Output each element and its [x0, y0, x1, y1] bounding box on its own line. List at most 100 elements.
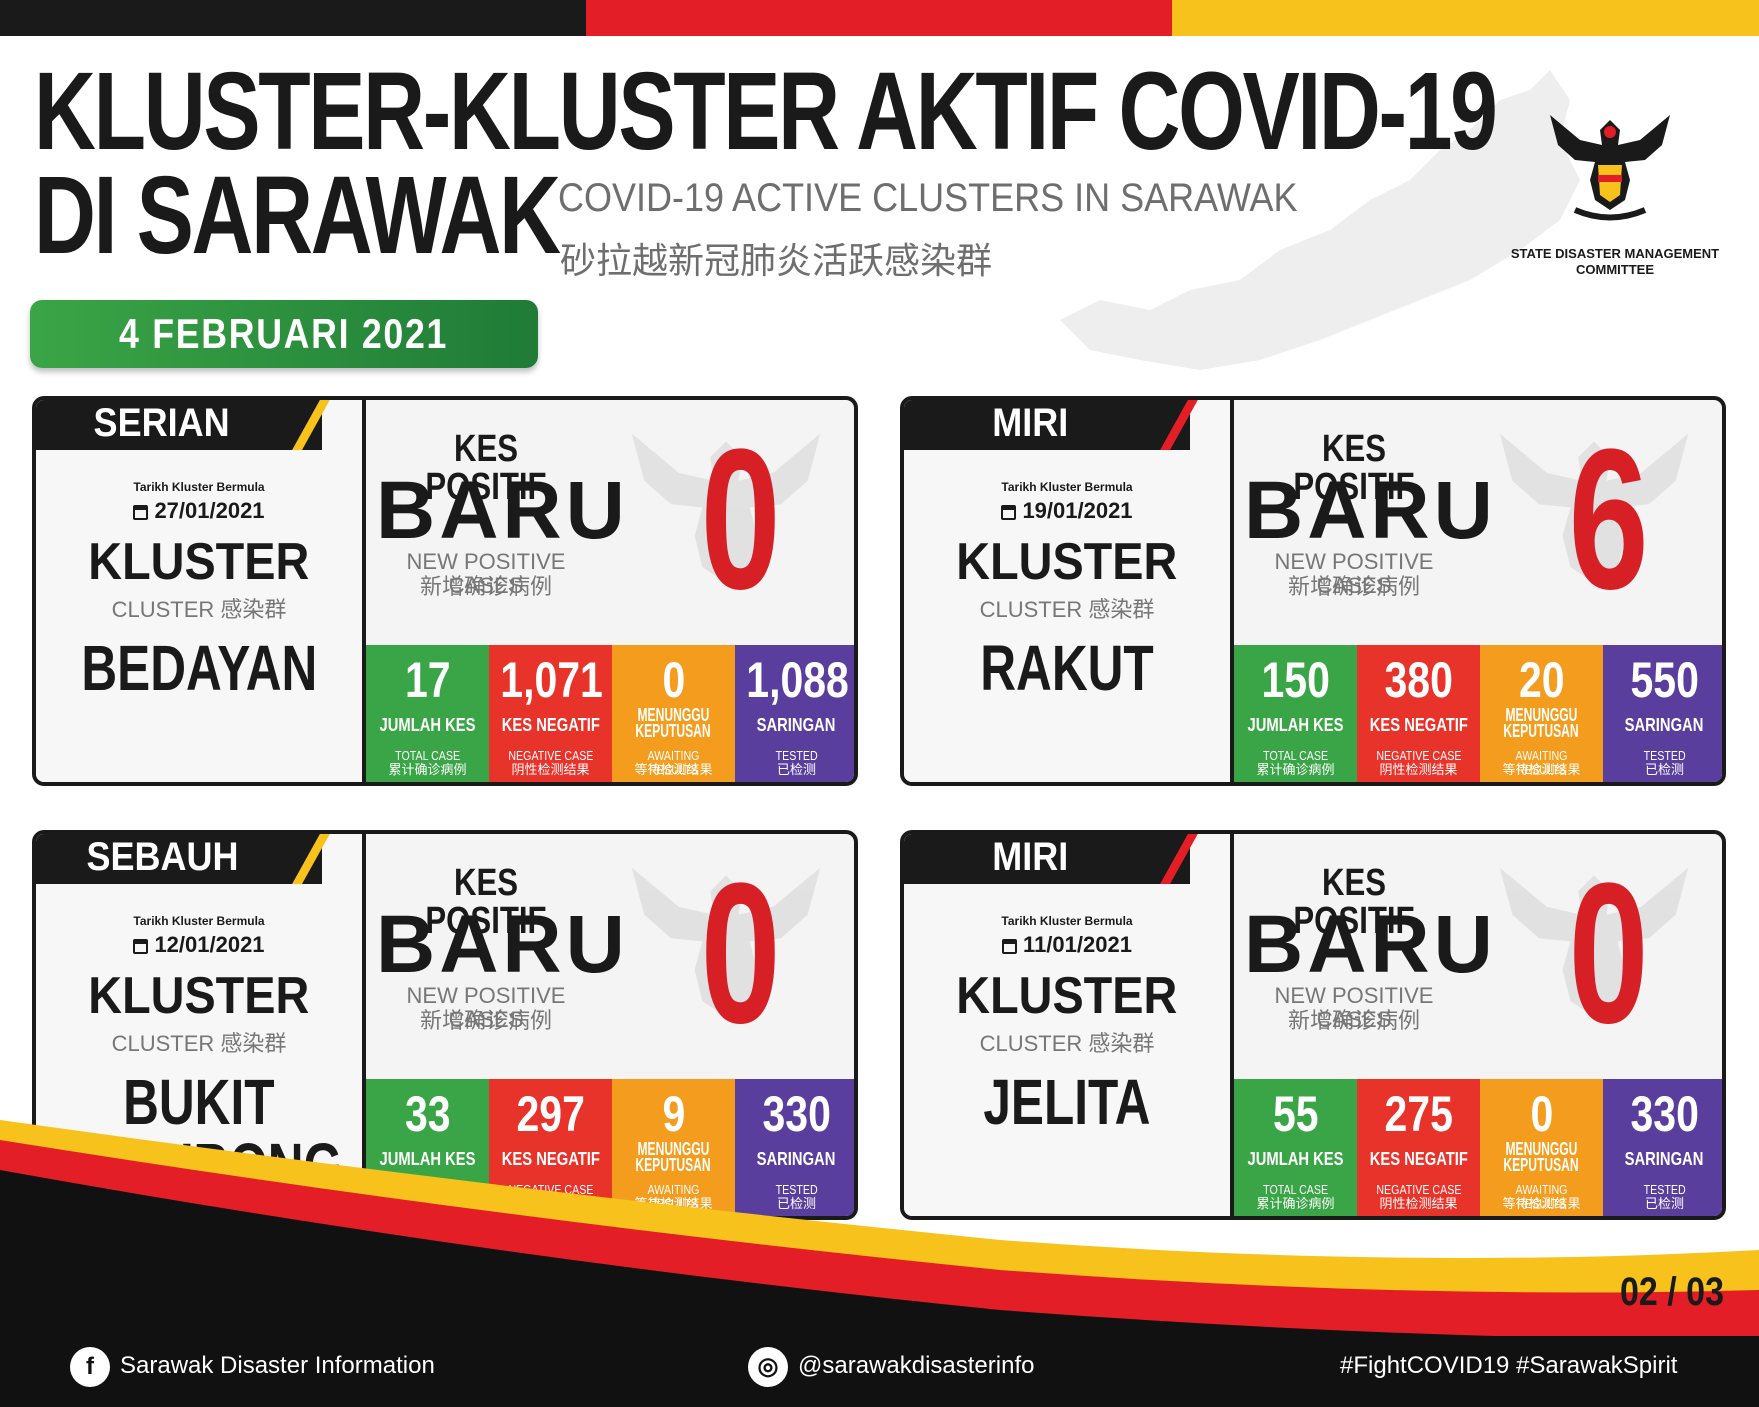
district-name: SERIAN	[93, 401, 231, 445]
emblem-watermark	[631, 867, 821, 1017]
committee-name: STATE DISASTER MANAGEMENT COMMITTEE	[1510, 246, 1720, 277]
kes-positif-label: KES POSITIF	[1293, 428, 1415, 508]
kluster-heading: KLUSTER	[88, 533, 310, 591]
district-name: MIRI	[992, 835, 1068, 879]
calendar-icon	[1001, 505, 1017, 520]
kluster-heading: KLUSTER	[88, 967, 310, 1025]
stat-tested: 550 SARINGAN TESTED 已检测	[1603, 645, 1722, 782]
facebook-link[interactable]: f Sarawak Disaster Information	[70, 1344, 435, 1388]
stat-total-case: 55 JUMLAH KES TOTAL CASE 累计确诊病例	[1234, 1079, 1357, 1216]
new-cases-count: 0	[1568, 842, 1650, 1065]
cluster-card: SERIAN Tarikh Kluster Bermula 27/01/2021 KL…	[32, 396, 858, 786]
stat-tested: 330 SARINGAN TESTED 已检测	[735, 1079, 854, 1216]
start-date-label: Tarikh Kluster Bermula	[133, 914, 265, 928]
stat-awaiting-results: 0 MENUNGGU KEPUTUSAN AWAITING RESULTS 等待检测结果	[612, 645, 735, 782]
baru-label: BARU	[1244, 899, 1497, 990]
new-cases-count: 0	[700, 408, 782, 631]
baru-label: BARU	[1244, 465, 1497, 556]
subtitle-english: COVID-19 ACTIVE CLUSTERS IN SARAWAK	[558, 176, 1298, 220]
card-divider	[362, 834, 366, 1216]
kes-positif-label: KES POSITIF	[425, 428, 547, 508]
tab-stripe	[292, 834, 330, 884]
new-cases-panel: KES POSITIF BARU NEW POSITIVE CASES 新增确诊病例 0	[1234, 834, 1722, 1079]
card-divider	[362, 400, 366, 782]
district-name: SEBAUH	[85, 835, 239, 879]
new-positive-zh: 新增确诊病例	[419, 1008, 552, 1033]
new-cases-count: 6	[1568, 408, 1650, 631]
kluster-subheading: CLUSTER 感染群	[111, 1031, 287, 1056]
stat-tested: 330 SARINGAN TESTED 已检测	[1603, 1079, 1722, 1216]
instagram-icon: ◎	[748, 1346, 788, 1387]
stat-negative-case: 380 KES NEGATIF NEGATIVE CASE 阴性检测结果	[1357, 645, 1480, 782]
new-cases-count: 0	[700, 842, 782, 1065]
new-positive-en: NEW POSITIVE CASES	[1274, 549, 1434, 598]
footer-bar	[0, 1336, 1759, 1407]
calendar-icon	[133, 505, 149, 520]
start-date: 19/01/2021	[904, 498, 1230, 524]
title-line-1: KLUSTER-KLUSTER AKTIF COVID-19	[34, 50, 1498, 173]
new-positive-en: NEW POSITIVE CASES	[1274, 983, 1434, 1032]
stat-total-case: 17 JUMLAH KES TOTAL CASE 累计确诊病例	[366, 645, 489, 782]
subtitle-chinese: 砂拉越新冠肺炎活跃感染群	[560, 240, 993, 281]
cluster-name: BEDAYAN	[81, 632, 317, 704]
new-positive-en: NEW POSITIVE CASES	[406, 549, 566, 598]
cluster-card: MIRI Tarikh Kluster Bermula 19/01/2021 KLUS…	[900, 396, 1726, 786]
stat-negative-case: 1,071 KES NEGATIF NEGATIVE CASE 阴性检测结果	[489, 645, 612, 782]
cluster-name: JELITA	[983, 1066, 1151, 1138]
start-date: 12/01/2021	[36, 932, 362, 958]
district-tab: SEBAUH	[36, 834, 330, 884]
kluster-subheading: CLUSTER 感染群	[979, 597, 1155, 622]
new-cases-panel: KES POSITIF BARU NEW POSITIVE CASES 新增确诊病例 6	[1234, 400, 1722, 645]
stats-row: 55 JUMLAH KES TOTAL CASE 累计确诊病例 275 KES NEGAT…	[1234, 1079, 1722, 1216]
baru-label: BARU	[376, 465, 629, 556]
kluster-subheading: CLUSTER 感染群	[979, 1031, 1155, 1056]
cluster-name: RAKUT	[980, 632, 1154, 704]
new-positive-zh: 新增确诊病例	[419, 574, 552, 599]
start-date-label: Tarikh Kluster Bermula	[1001, 480, 1133, 494]
new-positive-en: NEW POSITIVE CASES	[406, 983, 566, 1032]
card-divider	[1230, 400, 1234, 782]
date-text: 4 FEBRUARI 2021	[119, 310, 449, 357]
stat-total-case: 150 JUMLAH KES TOTAL CASE 累计确诊病例	[1234, 645, 1357, 782]
stats-row: 17 JUMLAH KES TOTAL CASE 累计确诊病例 1,071 KES NEG…	[366, 645, 854, 782]
start-date: 27/01/2021	[36, 498, 362, 524]
kluster-heading: KLUSTER	[956, 967, 1178, 1025]
calendar-icon	[133, 939, 149, 954]
new-positive-zh: 新增确诊病例	[1287, 1008, 1420, 1033]
sarawak-emblem-logo	[1550, 115, 1670, 221]
sarawak-map-watermark	[1060, 70, 1580, 370]
baru-label: BARU	[376, 899, 629, 990]
new-cases-panel: KES POSITIF BARU NEW POSITIVE CASES 新增确诊病例 0	[366, 400, 854, 645]
instagram-label: @sarawakdisasterinfo	[798, 1352, 1035, 1379]
start-date-label: Tarikh Kluster Bermula	[133, 480, 265, 494]
cluster-info-panel	[36, 400, 362, 782]
district-tab: MIRI	[904, 400, 1198, 450]
tab-stripe	[1160, 834, 1198, 884]
cluster-info-panel	[904, 400, 1230, 782]
stat-negative-case: 275 KES NEGATIF NEGATIVE CASE 阴性检测结果	[1357, 1079, 1480, 1216]
new-cases-panel: KES POSITIF BARU NEW POSITIVE CASES 新增确诊病例 0	[366, 834, 854, 1079]
emblem-watermark	[631, 433, 821, 583]
district-tab: MIRI	[904, 834, 1198, 884]
page-title: KLUSTER-KLUSTER AKTIF COVID-19 DI SARAWA…	[34, 57, 1498, 271]
district-name: MIRI	[992, 401, 1068, 445]
facebook-icon: f	[70, 1346, 110, 1387]
cluster-card: MIRI Tarikh Kluster Bermula 11/01/2021 KLUS…	[900, 830, 1726, 1220]
stats-row: 150 JUMLAH KES TOTAL CASE 累计确诊病例 380 KES NEGA…	[1234, 645, 1722, 782]
tab-stripe	[292, 400, 330, 450]
facebook-label: Sarawak Disaster Information	[120, 1352, 435, 1379]
instagram-link[interactable]: ◎ @sarawakdisasterinfo	[748, 1344, 1034, 1388]
kes-positif-label: KES POSITIF	[425, 862, 547, 942]
card-divider	[1230, 834, 1234, 1216]
stat-awaiting-results: 20 MENUNGGU KEPUTUSAN AWAITING RESULTS 等待检测结…	[1480, 645, 1603, 782]
hashtags: #FightCOVID19 #SarawakSpirit	[1340, 1352, 1678, 1379]
top-color-bar	[0, 0, 1759, 36]
calendar-icon	[1002, 939, 1018, 954]
stat-awaiting-results: 0 MENUNGGU KEPUTUSAN AWAITING RESULTS 等待检测结果	[1480, 1079, 1603, 1216]
start-date-label: Tarikh Kluster Bermula	[1001, 914, 1133, 928]
stat-tested: 1,088 SARINGAN TESTED 已检测	[735, 645, 854, 782]
cluster-info-panel	[904, 834, 1230, 1216]
date-badge: 4 FEBRUARI 2021	[30, 300, 538, 368]
kluster-heading: KLUSTER	[956, 533, 1178, 591]
